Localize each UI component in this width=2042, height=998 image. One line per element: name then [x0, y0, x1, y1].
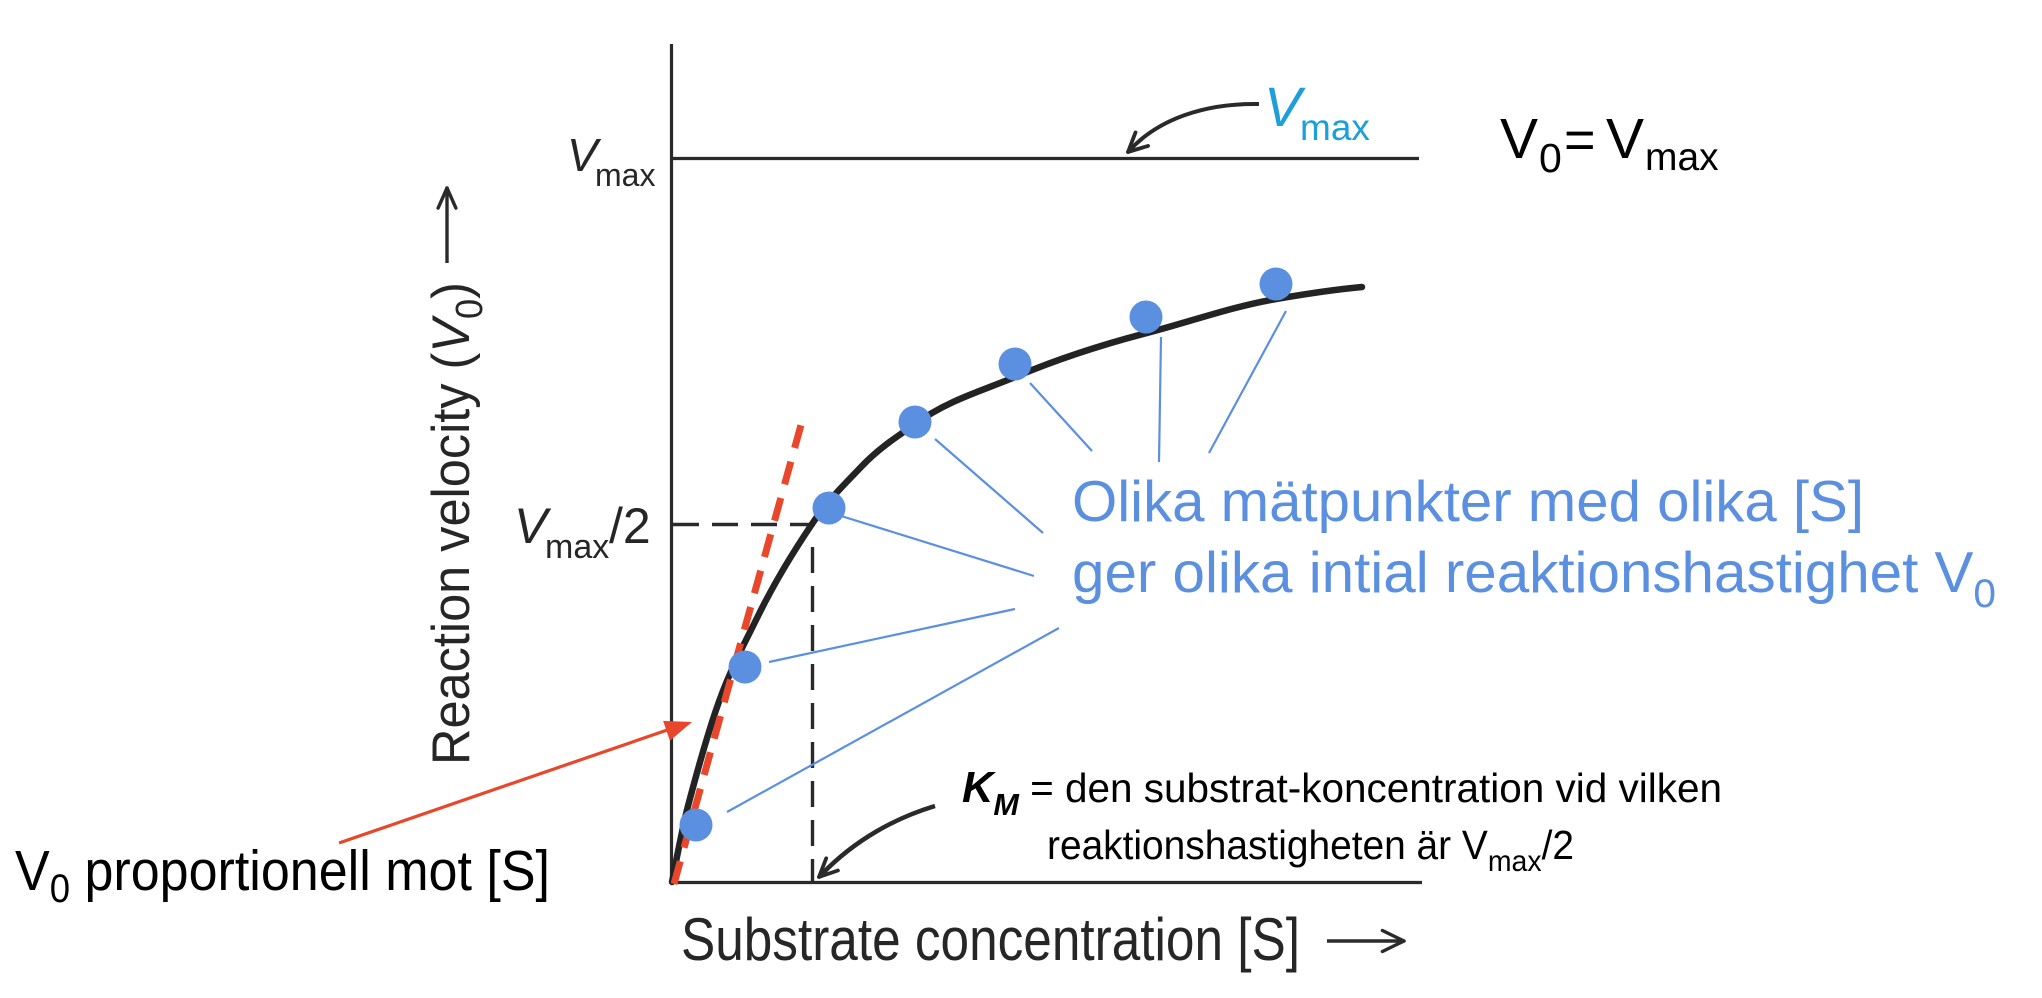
svg-text:V: V	[1264, 75, 1306, 138]
svg-text:=: =	[1564, 110, 1596, 170]
svg-text:0: 0	[1539, 135, 1562, 181]
svg-text:V0 proportionell mot [S]: V0 proportionell mot [S]	[15, 839, 550, 911]
svg-text:V: V	[514, 498, 552, 554]
svg-text:max: max	[545, 528, 609, 566]
svg-text:V: V	[1606, 107, 1644, 171]
svg-text:max: max	[1645, 136, 1719, 179]
svg-text:V: V	[567, 129, 602, 181]
svg-text:max: max	[1300, 107, 1370, 148]
svg-text:V: V	[1500, 107, 1538, 171]
svg-text:KM = den substrat-koncentratio: KM = den substrat-koncentration vid vilk…	[962, 763, 1722, 822]
svg-text:max: max	[595, 157, 655, 193]
svg-text:Olika mätpunkter med olika [S]: Olika mätpunkter med olika [S]	[1072, 470, 1864, 534]
svg-text:Reaction velocity (V0): Reaction velocity (V0)	[422, 282, 491, 765]
svg-text:Substrate concentration [S]: Substrate concentration [S]	[681, 906, 1300, 973]
svg-text:/2: /2	[609, 498, 651, 554]
svg-text:ger olika intial reaktionshast: ger olika intial reaktionshastighet V0	[1072, 541, 1996, 616]
